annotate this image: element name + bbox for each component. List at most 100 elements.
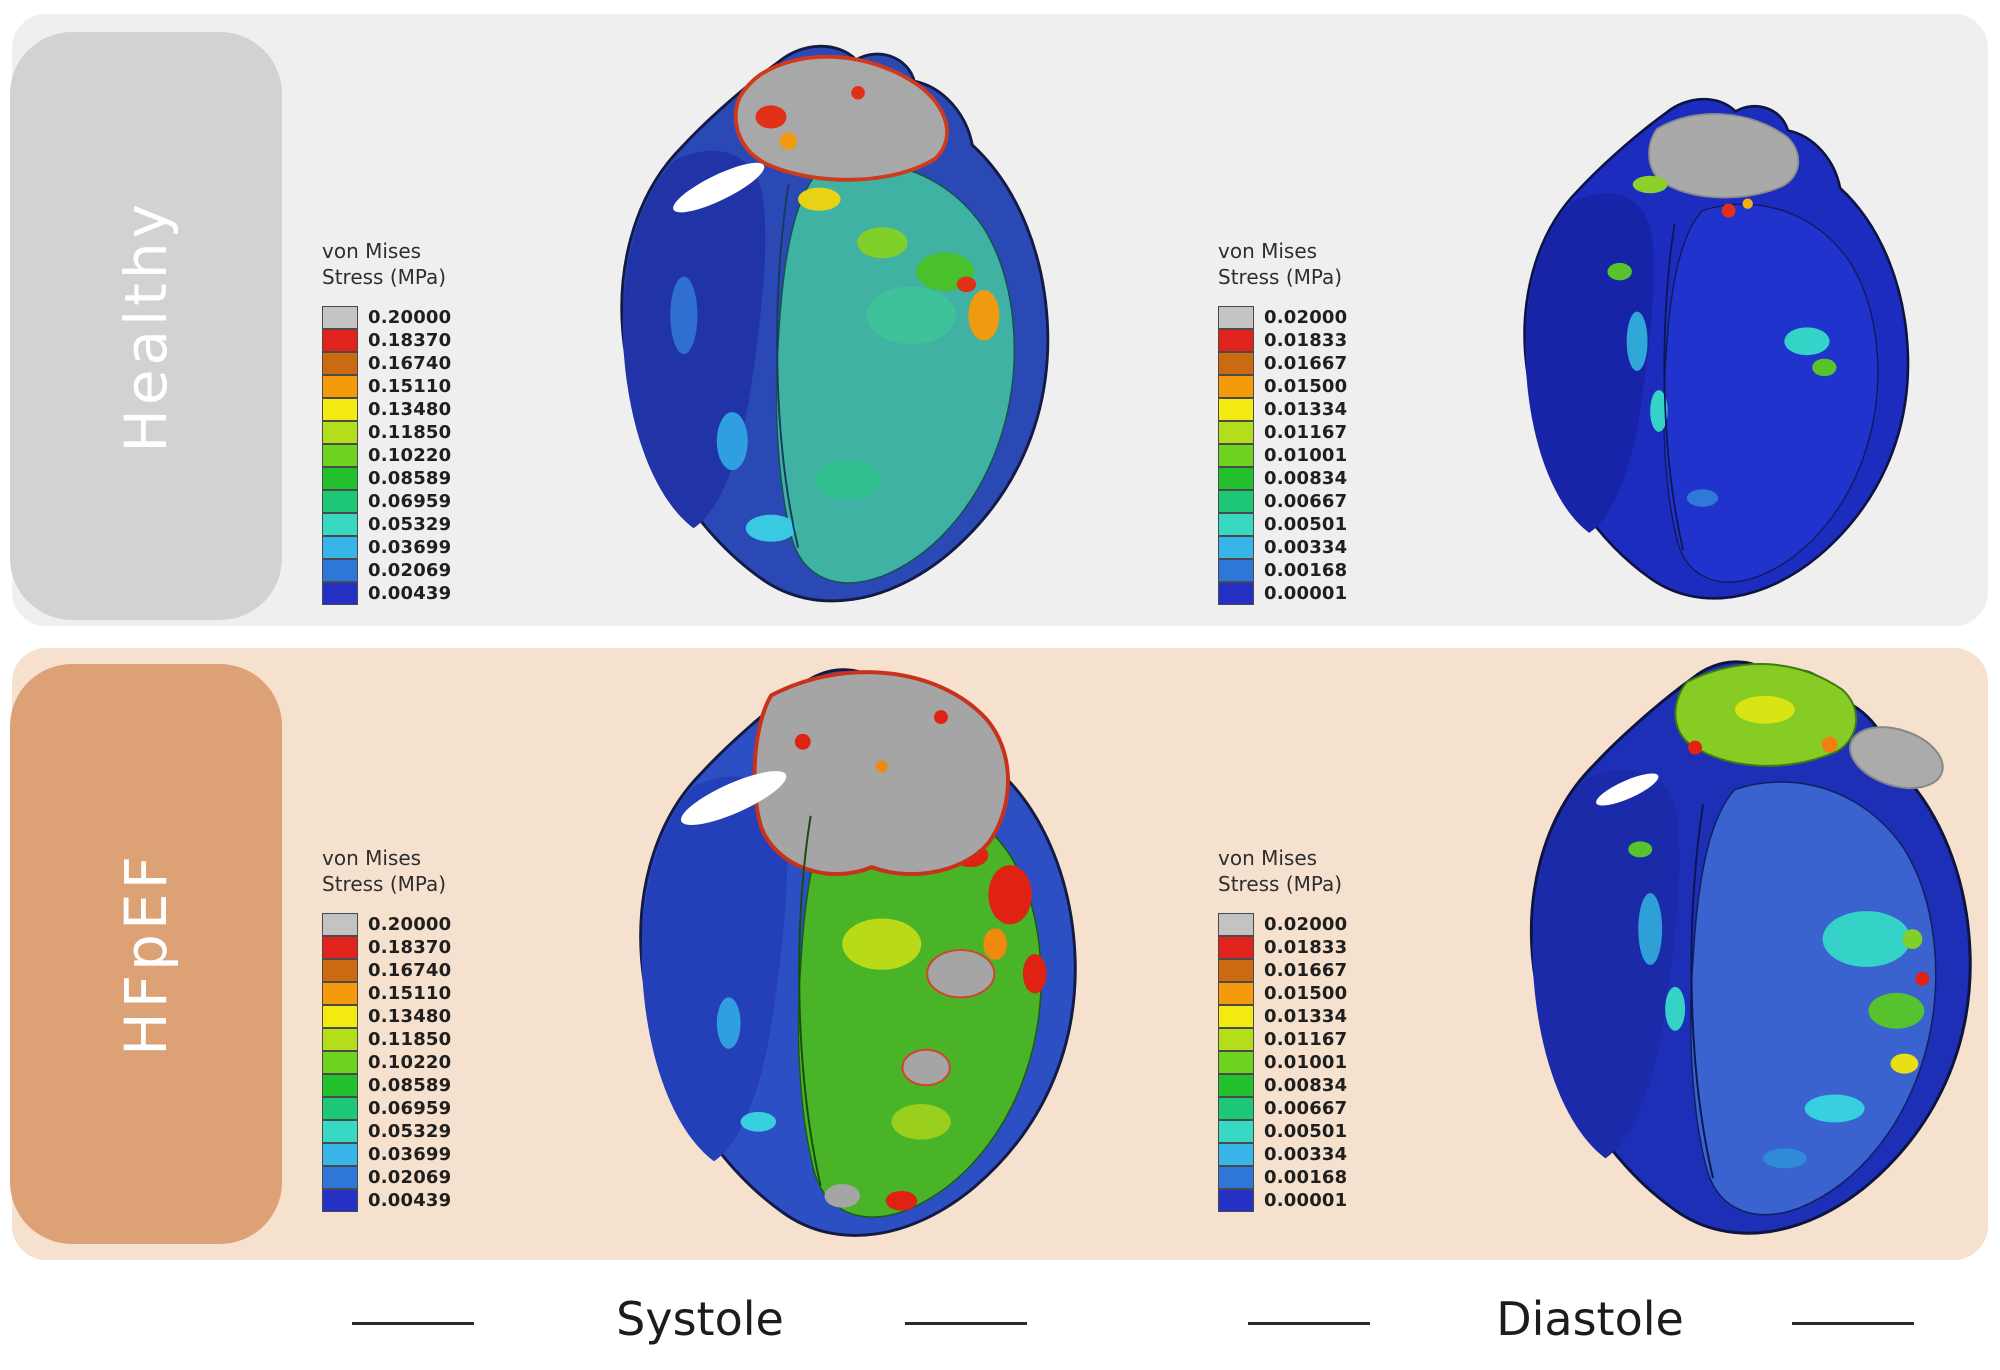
tick-label: 0.10220 <box>368 445 452 466</box>
colorbar-band: 0.00001 <box>1218 581 1448 605</box>
legend-title-line1: von Mises <box>322 846 422 870</box>
tick-label: 0.05329 <box>368 1121 452 1142</box>
separator-line <box>1248 1322 1370 1325</box>
systole-caption: Systole <box>616 1292 784 1346</box>
colorbar-band: 0.00168 <box>1218 1165 1448 1189</box>
colorbar: 0.20000 0.18370 0.16740 0.15110 0.13480 … <box>322 912 552 1212</box>
tick-label: 0.00439 <box>368 583 452 604</box>
colorbar-band: 0.08589 <box>322 1073 552 1097</box>
colorbar-band: 0.00334 <box>1218 1142 1448 1166</box>
color-swatch <box>322 912 358 936</box>
valve-hotspots <box>1688 695 1838 755</box>
color-swatch <box>1218 1142 1254 1166</box>
tick-label: 0.02000 <box>1264 307 1348 328</box>
color-swatch <box>322 535 358 559</box>
colorbar-band: 0.02069 <box>322 1165 552 1189</box>
tick-label: 0.18370 <box>368 937 452 958</box>
color-swatch <box>1218 1004 1254 1028</box>
row-label-tab-healthy: Healthy <box>10 32 282 620</box>
color-swatch <box>1218 535 1254 559</box>
tick-label: 0.00168 <box>1264 560 1348 581</box>
color-swatch <box>1218 912 1254 936</box>
tick-label: 0.01334 <box>1264 399 1348 420</box>
color-swatch <box>322 1004 358 1028</box>
colorbar-band: 0.18370 <box>322 328 552 352</box>
colorbar-band: 0.10220 <box>322 443 552 467</box>
color-swatch <box>1218 981 1254 1005</box>
color-swatch <box>322 397 358 421</box>
tick-label: 0.16740 <box>368 960 452 981</box>
colorbar-band: 0.00334 <box>1218 535 1448 559</box>
tick-label: 0.01667 <box>1264 960 1348 981</box>
valve-hotspots <box>794 710 948 773</box>
right-wall-region <box>1532 769 1680 1159</box>
valve-hotspot <box>1632 175 1668 194</box>
tick-label: 0.02069 <box>368 1167 452 1188</box>
color-swatch <box>322 351 358 375</box>
tick-label: 0.01167 <box>1264 422 1348 443</box>
legend-title: von Mises Stress (MPa) <box>322 845 552 897</box>
tick-label: 0.20000 <box>368 914 452 935</box>
color-swatch <box>1218 958 1254 982</box>
colorbar-band: 0.01667 <box>1218 958 1448 982</box>
color-swatch <box>322 558 358 582</box>
tick-label: 0.01001 <box>1264 1052 1348 1073</box>
color-swatch <box>1218 420 1254 444</box>
colorbar-band: 0.06959 <box>322 1096 552 1120</box>
legend-title-line1: von Mises <box>1218 239 1318 263</box>
colorbar-band: 0.00001 <box>1218 1188 1448 1212</box>
tick-label: 0.01500 <box>1264 983 1348 1004</box>
color-swatch <box>1218 1073 1254 1097</box>
tick-label: 0.18370 <box>368 330 452 351</box>
valve-opening <box>1596 773 1659 806</box>
tick-label: 0.01334 <box>1264 1006 1348 1027</box>
tick-label: 0.03699 <box>368 1144 452 1165</box>
separator-line <box>352 1322 474 1325</box>
colorbar-band: 0.02000 <box>1218 305 1448 329</box>
tick-label: 0.00667 <box>1264 491 1348 512</box>
colorbar-band: 0.16740 <box>322 958 552 982</box>
colorbar-band: 0.18370 <box>322 935 552 959</box>
tick-label: 0.06959 <box>368 1098 452 1119</box>
tick-label: 0.00501 <box>1264 514 1348 535</box>
legend-title-line2: Stress (MPa) <box>322 265 447 289</box>
colorbar-band: 0.00501 <box>1218 1119 1448 1143</box>
colorbar-band: 0.01334 <box>1218 1004 1448 1028</box>
legend-healthy-diastole: von Mises Stress (MPa) 0.02000 0.01833 0… <box>1218 238 1448 605</box>
colorbar-band: 0.13480 <box>322 397 552 421</box>
septum-contour <box>1663 223 1685 551</box>
tick-label: 0.01833 <box>1264 330 1348 351</box>
hfpef-label: HFpEF <box>112 852 180 1056</box>
legend-hfpef-systole: von Mises Stress (MPa) 0.20000 0.18370 0… <box>322 845 552 1212</box>
colorbar-band: 0.01500 <box>1218 981 1448 1005</box>
color-swatch <box>1218 1027 1254 1051</box>
valve-opening <box>681 771 787 825</box>
colorbar-band: 0.00501 <box>1218 512 1448 536</box>
tick-label: 0.00001 <box>1264 583 1348 604</box>
tick-label: 0.00667 <box>1264 1098 1348 1119</box>
tick-label: 0.00334 <box>1264 537 1348 558</box>
colorbar-band: 0.08589 <box>322 466 552 490</box>
colorbar: 0.20000 0.18370 0.16740 0.15110 0.13480 … <box>322 305 552 605</box>
tick-label: 0.16740 <box>368 353 452 374</box>
healthy-label: Healthy <box>112 199 180 453</box>
legend-title-line2: Stress (MPa) <box>1218 872 1343 896</box>
colorbar-band: 0.00667 <box>1218 1096 1448 1120</box>
tick-label: 0.05329 <box>368 514 452 535</box>
tick-label: 0.08589 <box>368 468 452 489</box>
color-swatch <box>1218 397 1254 421</box>
tick-label: 0.00501 <box>1264 1121 1348 1142</box>
tick-label: 0.11850 <box>368 1029 452 1050</box>
colorbar-band: 0.11850 <box>322 420 552 444</box>
color-swatch <box>1218 305 1254 329</box>
valve-opening <box>673 162 765 213</box>
tick-label: 0.01001 <box>1264 445 1348 466</box>
color-swatch <box>322 466 358 490</box>
legend-title-line2: Stress (MPa) <box>322 872 447 896</box>
tick-label: 0.11850 <box>368 422 452 443</box>
colorbar-band: 0.01833 <box>1218 935 1448 959</box>
colorbar-band: 0.02069 <box>322 558 552 582</box>
row-label-tab-hfpef: HFpEF <box>10 664 282 1244</box>
tick-label: 0.03699 <box>368 537 452 558</box>
separator-line <box>905 1322 1027 1325</box>
